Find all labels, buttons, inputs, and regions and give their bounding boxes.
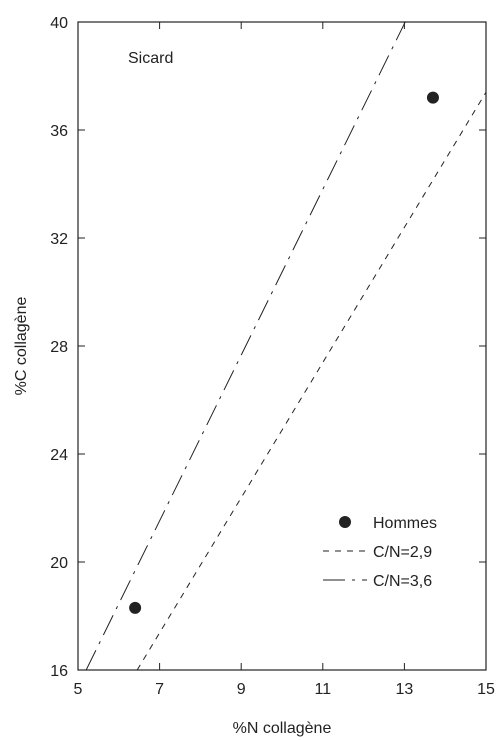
legend-label: C/N=2,9: [373, 544, 432, 561]
y-axis-label: %C collagène: [13, 297, 30, 396]
plot-frame: [77, 21, 487, 671]
y-tick-label: 16: [50, 663, 68, 680]
y-tick-label: 28: [50, 339, 68, 356]
y-tick-label: 36: [50, 123, 68, 140]
legend: Hommes C/N=2,9 C/N=3,6: [323, 515, 437, 590]
legend-marker: [339, 516, 351, 528]
legend-label: Hommes: [373, 515, 437, 532]
x-tick-label: 5: [74, 681, 83, 698]
x-tick-label: 11: [314, 681, 331, 698]
x-tick-label: 15: [477, 681, 495, 698]
series-line: [85, 22, 406, 670]
data-points: [129, 91, 439, 614]
legend-label: C/N=3,6: [373, 573, 432, 590]
data-point: [129, 601, 142, 614]
series-line: [136, 91, 486, 670]
y-tick-label: 20: [50, 555, 68, 572]
y-tick-label: 32: [50, 231, 68, 248]
x-tick-label: 7: [155, 681, 164, 698]
x-tick-label: 9: [237, 681, 246, 698]
y-tick-label: 40: [50, 15, 68, 32]
reference-lines: [85, 22, 486, 670]
y-tick-label: 24: [50, 447, 68, 464]
x-axis-label: %N collagène: [233, 720, 332, 737]
tick-labels: 5 7 9 11 13 15 16 20 24 28 32 36 40: [50, 15, 495, 698]
plot-annotation: Sicard: [128, 50, 173, 67]
x-tick-label: 13: [396, 681, 414, 698]
data-point: [426, 91, 439, 104]
